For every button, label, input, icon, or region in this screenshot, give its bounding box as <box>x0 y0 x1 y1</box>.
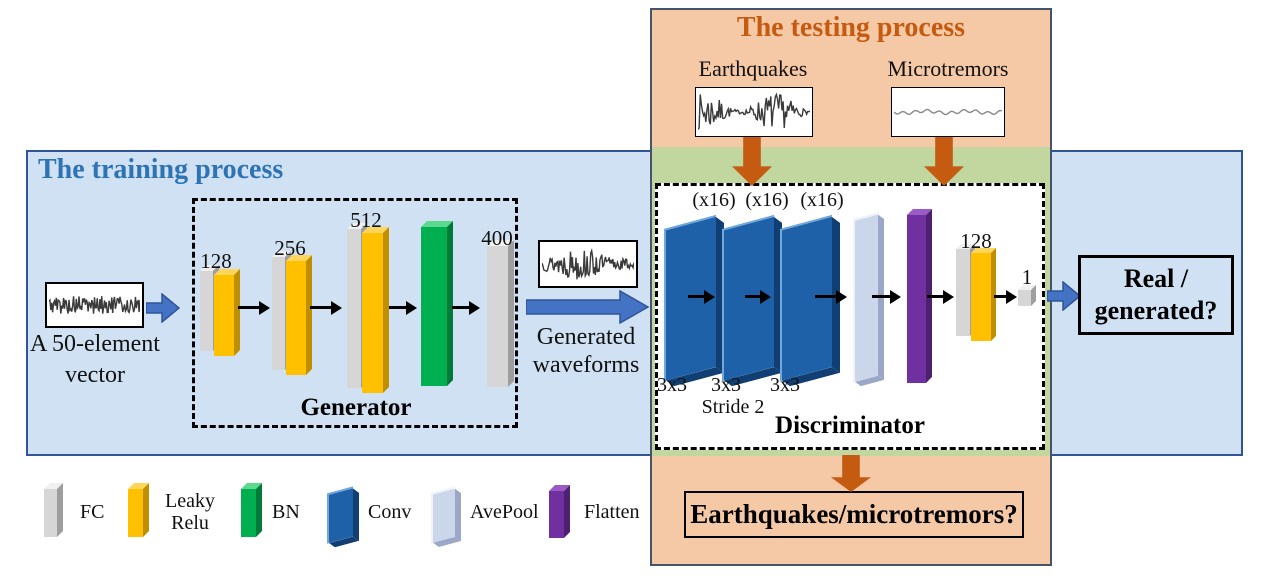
conv3-kernel-label: 3x3 <box>770 374 800 396</box>
input-vector-waveform-image <box>45 282 144 328</box>
discriminator-output-cube <box>1018 290 1031 306</box>
conv3-filters-label: (x16) <box>800 189 844 211</box>
discriminator-fc-size: 128 <box>960 229 992 253</box>
generator-box <box>192 198 518 428</box>
generator-arrow1-icon <box>238 306 260 309</box>
conv2-kernel-label: 3x3 <box>711 374 741 396</box>
testing-title: The testing process <box>736 12 966 43</box>
generator-bn-bar <box>421 227 447 386</box>
legend-conv-swatch <box>327 486 353 544</box>
generator-leakyrelu3-bar <box>362 233 383 393</box>
discriminator-arrow3-icon <box>815 295 837 298</box>
discriminator-arrow1-icon <box>688 295 705 298</box>
earthquakes-microtremors-result-box: Earthquakes/microtremors? <box>684 491 1024 538</box>
input-caption-line2: vector <box>65 362 125 388</box>
microtremor-waveform-image <box>891 87 1005 137</box>
legend-flatten-label: Flatten <box>584 501 640 523</box>
generator-fc4-bar <box>487 246 508 387</box>
legend-bn-label: BN <box>272 501 300 523</box>
conv1-filters-label: (x16) <box>692 189 736 211</box>
input-caption-line1: A 50-element <box>30 331 160 357</box>
generator-layer4-size: 400 <box>481 226 513 250</box>
discriminator-arrow4-icon <box>872 295 891 298</box>
legend-conv-label: Conv <box>368 501 412 523</box>
generator-arrow2-icon <box>310 306 332 309</box>
input-to-generator-arrow-icon <box>146 293 180 323</box>
legend-bn-swatch <box>241 489 256 537</box>
earthquake-waveform-image <box>695 87 813 137</box>
microtremor-waveform-icon <box>894 90 1002 134</box>
generated-caption-line2: waveforms <box>532 352 640 378</box>
generator-leakyrelu1-bar <box>214 275 234 356</box>
generator-arrow3-icon <box>389 306 407 309</box>
real-generated-result-box: Real / generated? <box>1078 255 1234 335</box>
generator-layer1-size: 128 <box>200 249 232 273</box>
conv1-kernel-label: 3x3 <box>657 374 687 396</box>
real-generated-line1: Real / <box>1123 263 1189 293</box>
training-title: The training process <box>38 154 284 185</box>
discriminator-title: Discriminator <box>775 412 925 439</box>
generator-fc1-bar <box>200 271 213 351</box>
generator-fc2-bar <box>272 257 285 370</box>
legend-fc-label: FC <box>80 501 105 523</box>
generator-fc3-bar <box>347 229 361 388</box>
generator-title: Generator <box>300 394 412 421</box>
generated-caption-line1: Generated <box>536 324 636 350</box>
discriminator-flatten-bar <box>907 215 926 383</box>
legend-fc-swatch <box>44 489 57 537</box>
generator-layer2-size: 256 <box>274 236 306 260</box>
stride-label: Stride 2 <box>701 396 765 418</box>
discriminator-to-result-arrow-icon <box>1047 281 1081 311</box>
legend-leakyrelu-label: Leaky Relu <box>165 490 215 534</box>
generated-waveform-icon <box>542 244 634 284</box>
discriminator-output-size: 1 <box>1021 265 1033 289</box>
conv2-filters-label: (x16) <box>745 189 789 211</box>
generator-leakyrelu2-bar <box>286 261 306 375</box>
generator-to-discriminator-arrow-icon <box>526 290 650 324</box>
generator-layer3-size: 512 <box>350 208 382 232</box>
legend-leakyrelu-swatch <box>128 489 143 537</box>
legend-flatten-swatch <box>549 491 564 538</box>
real-generated-line2: generated? <box>1094 296 1218 325</box>
input-vector-waveform-icon <box>49 286 140 324</box>
microtremors-label: Microtremors <box>887 56 1009 81</box>
discriminator-arrow2-icon <box>745 295 761 298</box>
discriminator-arrow5-icon <box>927 295 944 298</box>
discriminator-fc-bar <box>956 249 970 336</box>
generator-arrow4-icon <box>452 306 470 309</box>
legend-avepool-label: AvePool <box>470 501 539 523</box>
earthquakes-label: Earthquakes <box>698 56 808 81</box>
legend-avepool-swatch <box>431 486 455 544</box>
discriminator-leakyrelu-bar <box>971 253 991 341</box>
earthquake-waveform-icon <box>698 90 810 134</box>
generated-waveform-image <box>538 240 638 288</box>
earthquakes-microtremors-label: Earthquakes/microtremors? <box>690 499 1018 529</box>
discriminator-conv3-slab <box>780 215 832 381</box>
discriminator-arrow6-icon <box>994 295 1007 298</box>
